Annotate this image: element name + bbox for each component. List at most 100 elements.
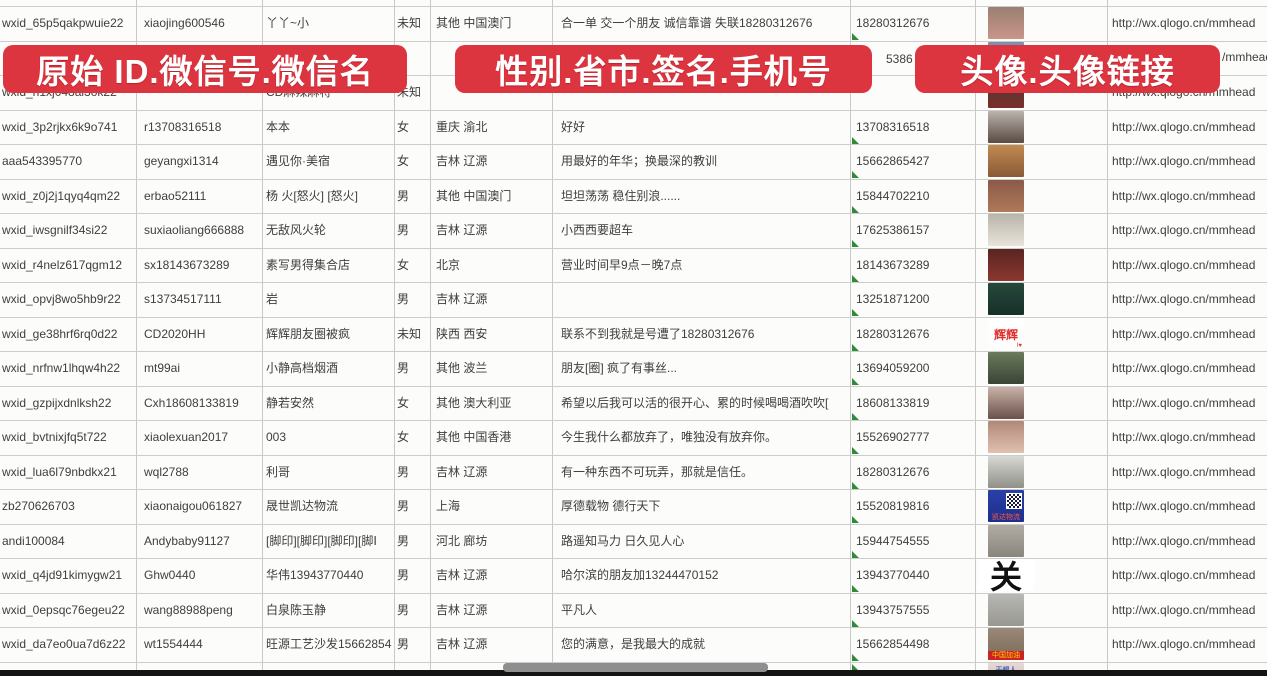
cell-region[interactable]: 河北 廊坊	[436, 534, 488, 548]
cell-wechat-number[interactable]: s13734517111	[144, 292, 222, 306]
cell-avatar-link[interactable]: http://wx.qlogo.cn/mmhead	[1112, 223, 1256, 237]
cell-wechat-number[interactable]: Andybaby91127	[144, 534, 230, 548]
avatar[interactable]	[988, 421, 1024, 453]
cell-wechat-name[interactable]: 无敌风火轮	[266, 223, 327, 237]
cell-avatar-link[interactable]: http://wx.qlogo.cn/mmhead	[1112, 465, 1256, 479]
avatar[interactable]	[988, 387, 1024, 419]
cell-avatar-link[interactable]: http://wx.qlogo.cn/mmhead	[1112, 603, 1256, 617]
cell-phone[interactable]: 15662865427	[856, 154, 930, 168]
cell-region[interactable]: 吉林 辽源	[436, 603, 488, 617]
cell-original-id[interactable]: wxid_3p2rjkx6k9o741	[2, 120, 118, 134]
cell-wechat-number[interactable]: sx18143673289	[144, 258, 230, 272]
cell-phone[interactable]: 15526902777	[856, 430, 930, 444]
cell-avatar-link[interactable]: http://wx.qlogo.cn/mmhead	[1112, 534, 1256, 548]
cell-avatar-link[interactable]: http://wx.qlogo.cn/mmhead	[1112, 258, 1256, 272]
cell-wechat-name[interactable]: 旺源工艺沙发15662854	[266, 637, 392, 651]
cell-phone[interactable]: 18143673289	[856, 258, 930, 272]
cell-wechat-name[interactable]: [脚印][脚印][脚印][脚Ⅰ	[266, 534, 377, 548]
cell-phone[interactable]: 13251871200	[856, 292, 930, 306]
cell-phone[interactable]: 18280312676	[856, 16, 930, 30]
cell-signature[interactable]: 用最好的年华；换最深的教训	[561, 154, 718, 168]
cell-gender[interactable]: 男	[397, 499, 410, 513]
cell-gender[interactable]: 男	[397, 361, 410, 375]
cell-gender[interactable]: 男	[397, 223, 410, 237]
cell-avatar-link[interactable]: http://wx.qlogo.cn/mmhead	[1112, 189, 1256, 203]
cell-gender[interactable]: 男	[397, 189, 410, 203]
cell-signature[interactable]: 朋友[圈] 疯了有事丝...	[561, 361, 678, 375]
cell-wechat-number[interactable]: r13708316518	[144, 120, 222, 134]
cell-wechat-name[interactable]: 白泉陈玉静	[266, 603, 327, 617]
cell-signature[interactable]: 哈尔滨的朋友加13244470152	[561, 568, 719, 582]
cell-original-id[interactable]: wxid_65p5qakpwuie22	[2, 16, 124, 30]
cell-avatar-link[interactable]: http://wx.qlogo.cn/mmhead	[1112, 292, 1256, 306]
cell-original-id[interactable]: zb270626703	[2, 499, 75, 513]
cell-wechat-number[interactable]: wang88988peng	[144, 603, 233, 617]
cell-wechat-name[interactable]: 利哥	[266, 465, 291, 479]
cell-original-id[interactable]: wxid_lua6l79nbdkx21	[2, 465, 117, 479]
cell-avatar-link[interactable]: http://wx.qlogo.cn/mmhead	[1112, 499, 1256, 513]
cell-region[interactable]: 上海	[436, 499, 461, 513]
cell-region[interactable]: 北京	[436, 258, 461, 272]
cell-gender[interactable]: 男	[397, 603, 410, 617]
cell-wechat-number[interactable]: mt99ai	[144, 361, 181, 375]
cell-phone[interactable]: 17625386157	[856, 223, 930, 237]
cell-avatar-link[interactable]: http://wx.qlogo.cn/mmhead	[1112, 568, 1256, 582]
cell-avatar-link[interactable]: http://wx.qlogo.cn/mmhead	[1112, 16, 1256, 30]
cell-signature[interactable]: 好好	[561, 120, 586, 134]
cell-region[interactable]: 吉林 辽源	[436, 154, 488, 168]
cell-signature[interactable]: 今生我什么都放弃了，唯独没有放弃你。	[561, 430, 778, 444]
avatar[interactable]	[988, 214, 1024, 246]
cell-wechat-number[interactable]: suxiaoliang666888	[144, 223, 245, 237]
cell-phone[interactable]: 15844702210	[856, 189, 930, 203]
cell-signature[interactable]: 营业时间早9点－晚7点	[561, 258, 683, 272]
cell-avatar-link[interactable]: http://wx.qlogo.cn/mmhead	[1112, 154, 1256, 168]
cell-phone[interactable]: 13708316518	[856, 120, 930, 134]
cell-gender[interactable]: 男	[397, 568, 410, 582]
avatar[interactable]	[988, 283, 1024, 315]
cell-avatar-link[interactable]: http://wx.qlogo.cn/mmhead	[1112, 430, 1256, 444]
cell-region[interactable]: 吉林 辽源	[436, 223, 488, 237]
cell-signature[interactable]: 坦坦荡荡 稳住别浪......	[561, 189, 681, 203]
avatar[interactable]: 中国加油	[988, 628, 1024, 660]
avatar[interactable]: 凯达物流	[988, 490, 1024, 522]
cell-phone[interactable]: 18280312676	[856, 465, 930, 479]
cell-phone[interactable]: 13694059200	[856, 361, 930, 375]
cell-region[interactable]: 其他 中国澳门	[436, 189, 512, 203]
cell-wechat-name[interactable]: 岩	[266, 292, 279, 306]
cell-phone[interactable]: 18608133819	[856, 396, 930, 410]
avatar[interactable]	[988, 456, 1024, 488]
cell-gender[interactable]: 女	[397, 154, 410, 168]
cell-avatar-link[interactable]: http://wx.qlogo.cn/mmhead	[1112, 327, 1256, 341]
cell-original-id[interactable]: wxid_gzpijxdnlksh22	[2, 396, 112, 410]
avatar[interactable]	[988, 525, 1024, 557]
cell-signature[interactable]: 您的满意，是我最大的成就	[561, 637, 706, 651]
cell-gender[interactable]: 女	[397, 430, 410, 444]
cell-wechat-name[interactable]: 小静高档烟酒	[266, 361, 339, 375]
cell-signature[interactable]: 小西西要超车	[561, 223, 634, 237]
cell-gender[interactable]: 女	[397, 258, 410, 272]
cell-signature[interactable]: 联系不到我就是号遭了18280312676	[561, 327, 755, 341]
cell-wechat-name[interactable]: 素写男得集合店	[266, 258, 351, 272]
cell-region[interactable]: 吉林 辽源	[436, 568, 488, 582]
cell-original-id[interactable]: wxid_z0j2j1qyq4qm22	[2, 189, 121, 203]
cell-avatar-link[interactable]: http://wx.qlogo.cn/mmhead	[1112, 361, 1256, 375]
cell-wechat-number[interactable]: Cxh18608133819	[144, 396, 239, 410]
cell-phone[interactable]: 18280312676	[856, 327, 930, 341]
cell-wechat-number[interactable]: erbao52111	[144, 189, 207, 203]
avatar[interactable]	[988, 594, 1024, 626]
cell-wechat-number[interactable]: xiaojing600546	[144, 16, 225, 30]
horizontal-scrollbar-track[interactable]	[0, 670, 1267, 676]
cell-region[interactable]: 吉林 辽源	[436, 465, 488, 479]
cell-original-id[interactable]: wxid_0epsqc76egeu22	[2, 603, 125, 617]
cell-original-id[interactable]: wxid_da7eo0ua7d6z22	[2, 637, 126, 651]
cell-gender[interactable]: 未知	[397, 16, 422, 30]
cell-phone[interactable]: 13943770440	[856, 568, 930, 582]
cell-avatar-link[interactable]: http://wx.qlogo.cn/mmhead	[1112, 637, 1256, 651]
cell-phone[interactable]: 15662854498	[856, 637, 930, 651]
cell-phone[interactable]: 13943757555	[856, 603, 930, 617]
avatar[interactable]	[988, 111, 1024, 143]
cell-gender[interactable]: 未知	[397, 327, 422, 341]
cell-gender[interactable]: 男	[397, 534, 410, 548]
cell-region[interactable]: 陕西 西安	[436, 327, 488, 341]
cell-wechat-number[interactable]: geyangxi1314	[144, 154, 219, 168]
